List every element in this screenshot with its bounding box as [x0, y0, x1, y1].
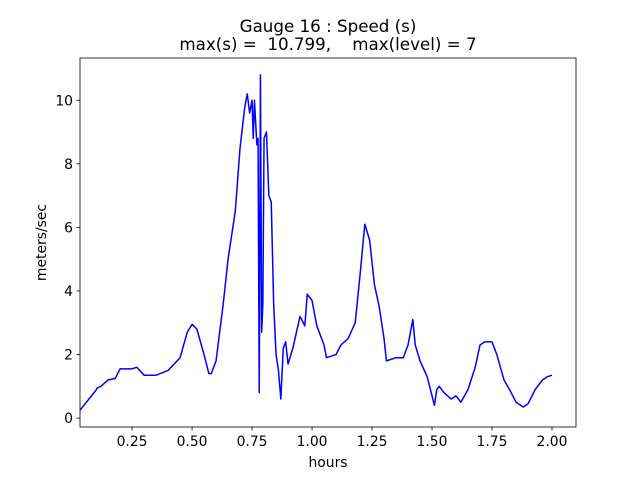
- plot-frame: [79, 57, 577, 428]
- y-tick-label: 2: [64, 348, 73, 364]
- x-tick-label: 1.00: [297, 434, 328, 450]
- x-tick-label: 0.25: [117, 434, 148, 450]
- x-tick-label: 1.50: [417, 434, 448, 450]
- x-tick-label: 1.75: [477, 434, 508, 450]
- y-tick-label: 6: [64, 220, 73, 236]
- chart-title: Gauge 16 : Speed (s): [240, 16, 417, 36]
- y-tick-label: 4: [64, 284, 73, 300]
- data-line: [80, 74, 553, 411]
- y-tick-label: 10: [55, 93, 73, 109]
- chart-subtitle: max(s) = 10.799, max(level) = 7: [179, 34, 476, 54]
- y-axis-label: meters/sec: [34, 204, 50, 281]
- x-tick-label: 0.75: [237, 434, 268, 450]
- y-tick-label: 0: [64, 411, 73, 427]
- y-tick-label: 8: [64, 157, 73, 173]
- x-tick-label: 2.00: [537, 434, 568, 450]
- x-tick-label: 1.25: [357, 434, 388, 450]
- x-axis-label: hours: [308, 455, 347, 471]
- x-tick-label: 0.50: [177, 434, 208, 450]
